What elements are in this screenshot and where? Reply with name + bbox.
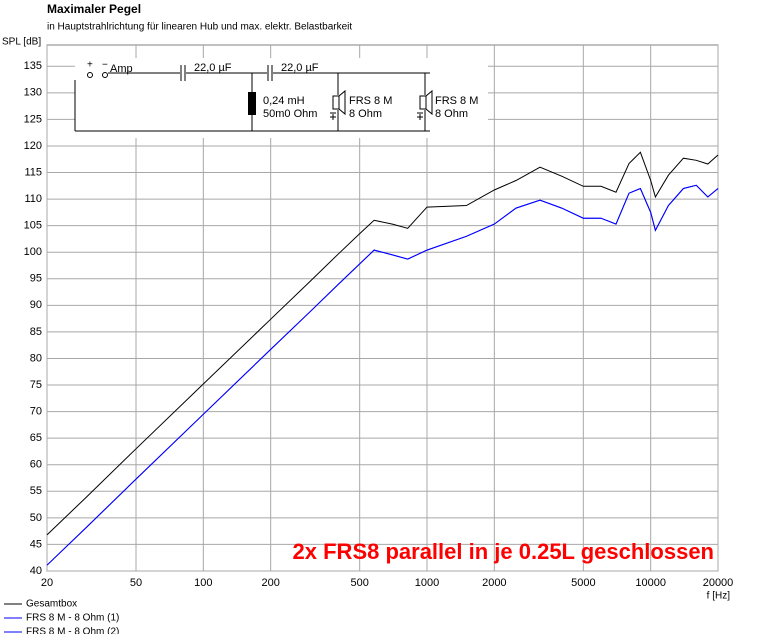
circuit-label: FRS 8 M: [435, 95, 478, 107]
y-tick-label: 65: [30, 432, 42, 444]
driver-symbol: [417, 89, 433, 120]
y-axis-label: SPL [dB]: [2, 37, 41, 48]
x-tick-label: 20: [41, 577, 53, 589]
x-tick-label: 10000: [635, 577, 666, 589]
legend-label: Gesamtbox: [26, 599, 77, 610]
y-tick-label: 110: [24, 193, 42, 205]
driver-symbol: [330, 89, 346, 120]
circuit-label: −: [102, 60, 108, 71]
x-tick-label: 20000: [703, 577, 734, 589]
capacitors: [180, 65, 273, 81]
terminal: [102, 72, 108, 78]
y-tick-label: 95: [30, 273, 42, 285]
circuit-diagram: + − Amp 22,0 µF 22,0 µF 0,24 mH 50m0 Ohm…: [74, 58, 488, 138]
x-tick-label: 50: [130, 577, 142, 589]
circuit-label: Amp: [110, 63, 133, 75]
circuit-label: 0,24 mH: [263, 95, 305, 107]
y-tick-label: 50: [30, 512, 42, 524]
circuit-label: 22,0 µF: [194, 62, 232, 74]
x-tick-label: 5000: [571, 577, 595, 589]
series-line: [46, 184, 719, 566]
y-tick-label: 125: [24, 113, 42, 125]
x-tick-label: 100: [194, 577, 212, 589]
legend: Gesamtbox FRS 8 M - 8 Ohm (1) FRS 8 M - 8 …: [4, 599, 119, 634]
x-axis-label: f [Hz]: [707, 591, 731, 602]
y-tick-label: 70: [30, 406, 42, 418]
circuit-label: 8 Ohm: [435, 108, 468, 120]
y-tick-label: 100: [24, 246, 42, 258]
circuit-label: 22,0 µF: [281, 62, 319, 74]
y-tick-label: 105: [24, 220, 42, 232]
legend-label: FRS 8 M - 8 Ohm (2): [26, 627, 119, 634]
y-tick-label: 130: [24, 87, 42, 99]
circuit-label: 50m0 Ohm: [263, 108, 317, 120]
y-tick-label: 90: [30, 299, 42, 311]
annotation: 2x FRS8 parallel in je 0.25L geschlossen: [293, 539, 714, 564]
y-tick-label: 75: [30, 379, 42, 391]
y-tick-label: 85: [30, 326, 42, 338]
inset-background: [75, 58, 488, 138]
circuit-label: 8 Ohm: [349, 108, 382, 120]
y-tick-label: 120: [24, 140, 42, 152]
series-line: [46, 151, 719, 536]
circuit-label: +: [87, 60, 93, 71]
y-tick-label: 55: [30, 485, 42, 497]
y-tick-label: 115: [24, 166, 42, 178]
y-tick-label: 80: [30, 352, 42, 364]
x-tick-label: 500: [350, 577, 368, 589]
terminal: [87, 72, 93, 78]
inductor: [248, 92, 256, 115]
wires: [74, 72, 430, 132]
y-tick-label: 45: [30, 538, 42, 550]
x-tick-label: 1000: [415, 577, 439, 589]
y-tick-label: 60: [30, 459, 42, 471]
legend-label: FRS 8 M - 8 Ohm (1): [26, 613, 119, 624]
y-tick-label: 40: [30, 565, 42, 577]
circuit-label: FRS 8 M: [349, 95, 392, 107]
x-tick-label: 2000: [482, 577, 506, 589]
chart-title: Maximaler Pegel: [47, 2, 141, 16]
y-tick-label: 135: [24, 60, 42, 72]
chart-subtitle: in Hauptstrahlrichtung für linearen Hub …: [47, 22, 352, 33]
x-tick-label: 200: [261, 577, 279, 589]
